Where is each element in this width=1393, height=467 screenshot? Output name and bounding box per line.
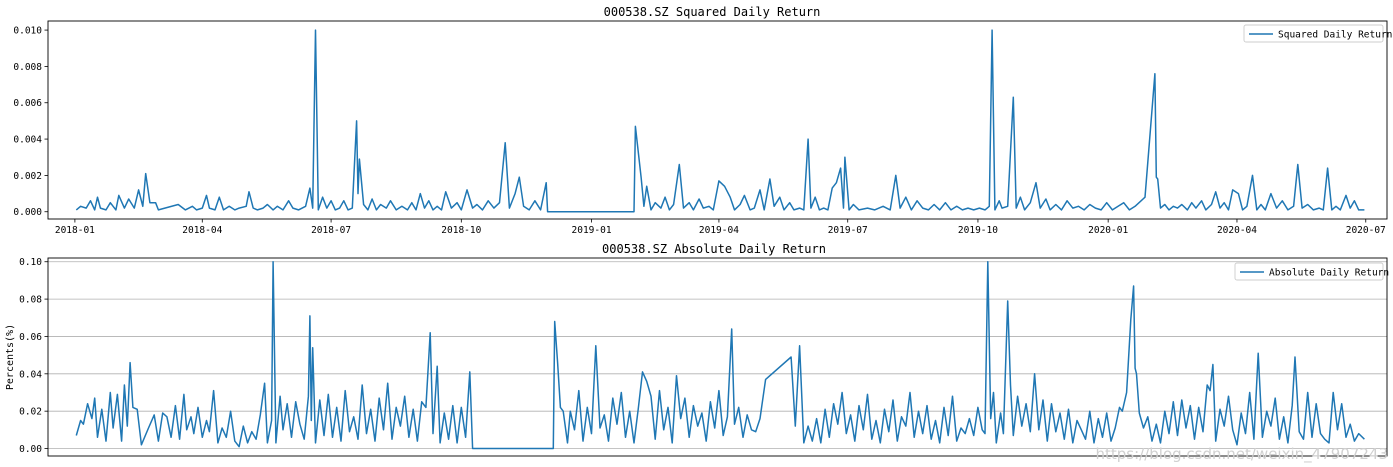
chart-title: 000538.SZ Absolute Daily Return bbox=[602, 242, 826, 256]
plot-frame bbox=[47, 20, 1388, 220]
y-tick-label: 0.004 bbox=[13, 135, 42, 146]
y-tick-label: 0.008 bbox=[13, 62, 42, 73]
plot-frame bbox=[47, 257, 1388, 457]
legend: Squared Daily Return bbox=[1243, 24, 1392, 43]
x-tick-label: 2018-07 bbox=[311, 225, 351, 236]
x-tick-label: 2018-10 bbox=[441, 225, 481, 236]
watermark: https://blog.csdn.net/weixin_47907243 bbox=[1095, 445, 1388, 464]
x-tick-label: 2019-04 bbox=[699, 225, 739, 236]
series-layer bbox=[75, 29, 1365, 213]
x-tick-label: 2020-07 bbox=[1346, 225, 1386, 236]
y-tick-label: 0.10 bbox=[19, 257, 42, 268]
x-tick-label: 2019-10 bbox=[958, 225, 998, 236]
x-tick-label: 2020-01 bbox=[1088, 225, 1128, 236]
x-tick-label: 2019-07 bbox=[828, 225, 868, 236]
x-tick-label: 2020-04 bbox=[1217, 225, 1257, 236]
chart-title: 000538.SZ Squared Daily Return bbox=[604, 5, 821, 19]
y-tick-label: 0.00 bbox=[19, 444, 42, 455]
squared-return-chart: 000538.SZ Squared Daily Return 0.0000.00… bbox=[13, 5, 1392, 236]
y-tick-label: 0.006 bbox=[13, 98, 42, 109]
x-tick-label: 2018-01 bbox=[55, 225, 95, 236]
series-line bbox=[75, 260, 1365, 450]
x-tick-label: 2018-04 bbox=[182, 225, 222, 236]
y-tick-label: 0.02 bbox=[19, 407, 42, 418]
legend-label: Absolute Daily Return bbox=[1269, 268, 1389, 279]
y-tick-label: 0.06 bbox=[19, 332, 42, 343]
y-tick-label: 0.002 bbox=[13, 171, 42, 182]
legend-box bbox=[1243, 24, 1384, 43]
y-axis-label: Percents(%) bbox=[5, 324, 16, 390]
y-tick-label: 0.000 bbox=[13, 207, 42, 218]
series-layer bbox=[75, 260, 1365, 450]
x-tick-label: 2019-01 bbox=[572, 225, 612, 236]
y-tick-label: 0.010 bbox=[13, 26, 42, 37]
y-tick-label: 0.04 bbox=[19, 369, 42, 380]
y-tick-label: 0.08 bbox=[19, 295, 42, 306]
legend-label: Squared Daily Return bbox=[1278, 30, 1392, 41]
grid-layer bbox=[48, 261, 1387, 449]
x-axis-ticks: 2018-01 2018-04 2018-07 2018-10 2019-01 2019-… bbox=[55, 219, 1386, 236]
series-line bbox=[75, 29, 1365, 213]
legend-box bbox=[1234, 262, 1384, 281]
y-axis-ticks: 0.00 0.02 0.04 0.06 0.08 0.10 bbox=[19, 257, 48, 455]
y-axis-ticks: 0.000 0.002 0.004 0.006 0.008 0.010 bbox=[13, 26, 48, 218]
absolute-return-chart: 000538.SZ Absolute Daily Return 0.00 0.02… bbox=[5, 242, 1389, 457]
legend: Absolute Daily Return bbox=[1234, 262, 1389, 281]
